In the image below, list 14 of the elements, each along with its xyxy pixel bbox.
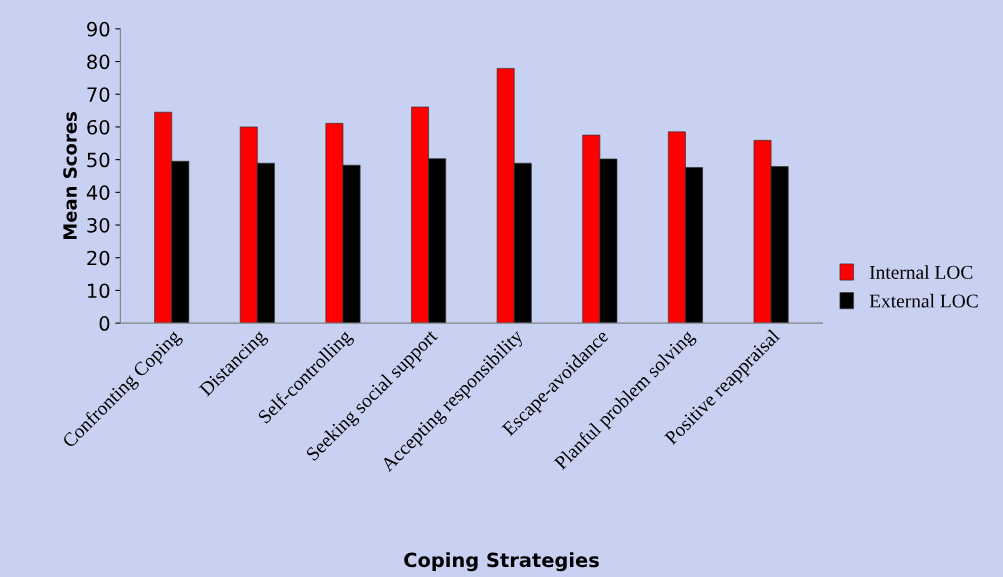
y-tick-label: 70 xyxy=(87,87,110,102)
y-axis-title: Mean Scores xyxy=(63,112,77,240)
legend-label: External LOC xyxy=(869,293,978,308)
y-tick-label: 60 xyxy=(87,119,110,135)
x-axis-title: Coping Strategies xyxy=(404,552,599,572)
y-tick-label: 50 xyxy=(87,152,110,168)
y-tick-label: 30 xyxy=(87,217,110,233)
y-tick-label: 10 xyxy=(88,283,110,299)
y-tick-label: 80 xyxy=(87,54,110,70)
legend-label: Internal LOC xyxy=(869,265,973,279)
y-tick-label: 0 xyxy=(99,316,110,331)
y-tick-label: 20 xyxy=(87,250,110,266)
y-tick-label: 40 xyxy=(86,185,110,200)
y-tick-label: 90 xyxy=(87,21,110,37)
